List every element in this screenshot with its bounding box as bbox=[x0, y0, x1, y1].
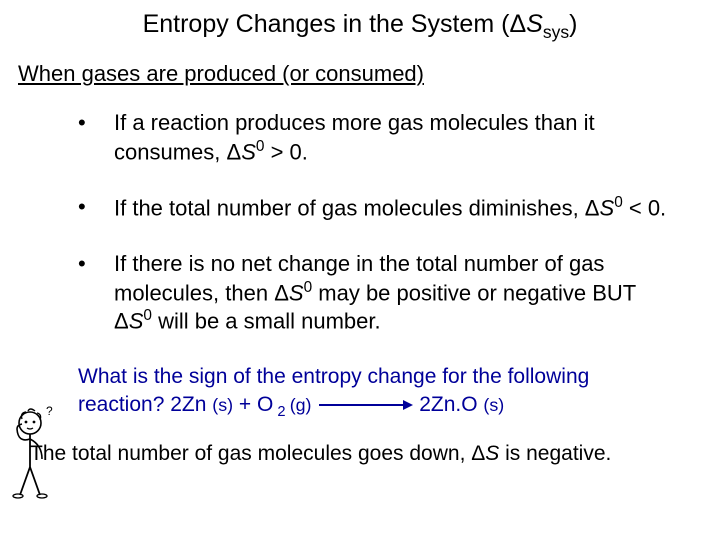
text-post: > 0. bbox=[264, 139, 307, 164]
delta: Δ bbox=[585, 196, 600, 221]
text-pre: If a reaction produces more gas molecule… bbox=[114, 110, 595, 164]
reaction-arrow-icon bbox=[317, 398, 413, 412]
S: S bbox=[241, 139, 256, 164]
S: S bbox=[129, 309, 144, 334]
bullet-item: • If there is no net change in the total… bbox=[78, 250, 678, 335]
bullet-text: If there is no net change in the total n… bbox=[114, 250, 678, 335]
delta: Δ bbox=[274, 280, 289, 305]
title-prefix: Entropy Changes in the System ( bbox=[143, 10, 510, 38]
delta: Δ bbox=[114, 309, 129, 334]
S: S bbox=[600, 196, 615, 221]
sup: 0 bbox=[304, 279, 313, 296]
bullet-text: If a reaction produces more gas molecule… bbox=[114, 109, 678, 165]
S: S bbox=[485, 442, 499, 465]
sup: 0 bbox=[614, 194, 623, 211]
question-text: What is the sign of the entropy change f… bbox=[0, 363, 720, 422]
q-o2sub: 2 bbox=[273, 404, 289, 420]
text-post: will be a small number. bbox=[152, 309, 381, 334]
slide-title: Entropy Changes in the System (ΔSsys) bbox=[0, 0, 720, 61]
q-prod: 2Zn.O bbox=[419, 393, 483, 416]
S: S bbox=[289, 280, 304, 305]
sup: 0 bbox=[143, 307, 152, 324]
text-pre: If the total number of gas molecules dim… bbox=[114, 196, 585, 221]
svg-text:?: ? bbox=[46, 405, 53, 418]
delta: Δ bbox=[471, 442, 485, 465]
bullet-list: • If a reaction produces more gas molecu… bbox=[0, 109, 720, 335]
delta: Δ bbox=[227, 139, 242, 164]
title-delta: Δ bbox=[509, 10, 526, 38]
q-state: (s) bbox=[212, 395, 233, 415]
title-S: S bbox=[526, 10, 543, 38]
ans-post: is negative. bbox=[499, 442, 611, 465]
bullet-marker: • bbox=[78, 193, 114, 222]
bullet-item: • If a reaction produces more gas molecu… bbox=[78, 109, 678, 165]
answer-text: The total number of gas molecules goes d… bbox=[0, 442, 720, 466]
bullet-item: • If the total number of gas molecules d… bbox=[78, 193, 678, 222]
text-mid: may be positive or negative BUT bbox=[312, 280, 636, 305]
title-suffix: ) bbox=[569, 10, 577, 38]
ans-pre: The total number of gas molecules goes d… bbox=[30, 442, 471, 465]
q-state: (g) bbox=[290, 395, 312, 415]
section-heading: When gases are produced (or consumed) bbox=[0, 61, 720, 109]
q-plus: + O bbox=[233, 393, 273, 416]
q-state: (s) bbox=[483, 395, 504, 415]
thinking-person-icon: ? bbox=[8, 405, 58, 500]
title-sub: sys bbox=[543, 22, 569, 42]
text-post: < 0. bbox=[623, 196, 666, 221]
bullet-marker: • bbox=[78, 109, 114, 165]
bullet-text: If the total number of gas molecules dim… bbox=[114, 193, 678, 222]
bullet-marker: • bbox=[78, 250, 114, 335]
